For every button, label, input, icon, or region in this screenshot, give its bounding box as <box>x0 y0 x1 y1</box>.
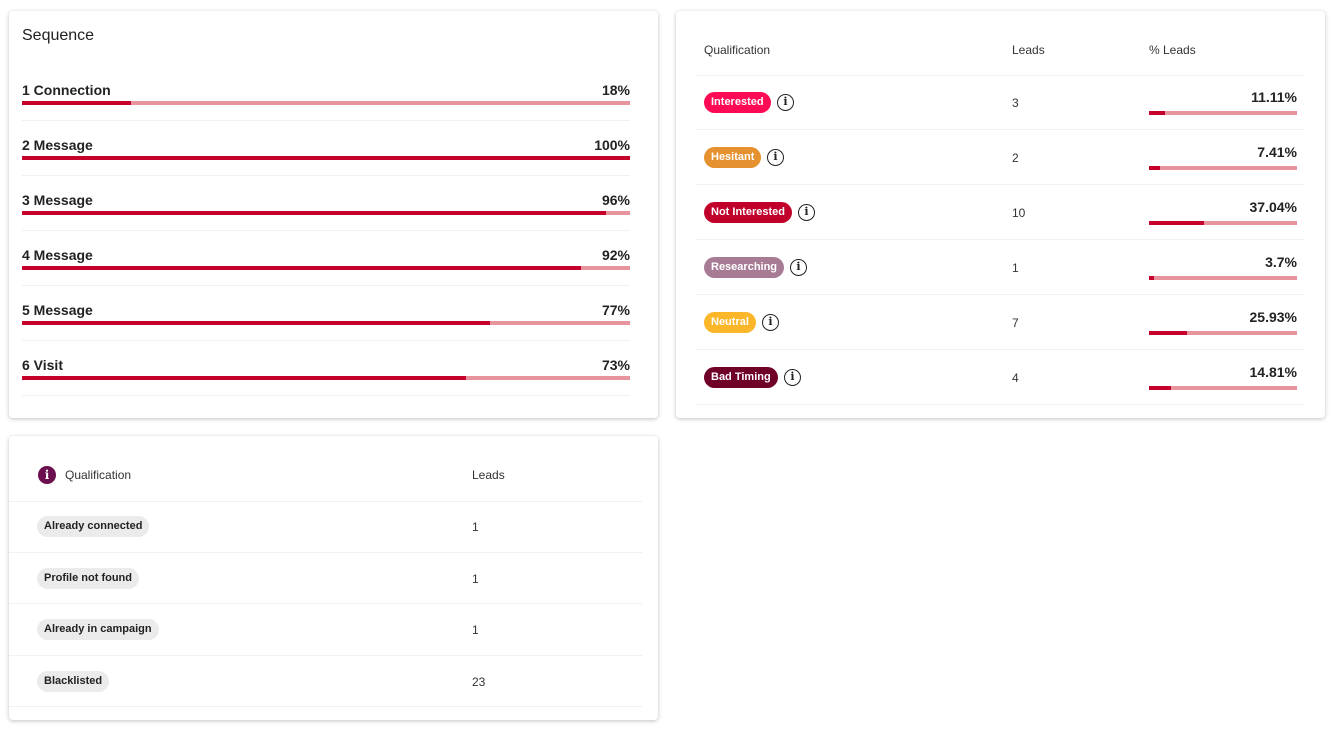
leads-count: 23 <box>472 674 486 689</box>
step-label: 1 Connection <box>22 82 111 98</box>
step-percent: 77% <box>601 302 630 318</box>
progress-fill <box>22 376 466 380</box>
header-divider <box>696 75 1305 76</box>
qualification-row: Not Interested i 10 37.04% <box>696 185 1305 240</box>
progress-fill <box>1149 221 1204 225</box>
skipped-row: Already in campaign 1 <box>9 604 642 656</box>
reason-badge: Already connected <box>37 516 150 537</box>
info-icon[interactable]: i <box>784 369 801 386</box>
progress-bar <box>1149 221 1297 225</box>
progress-bar <box>22 101 630 105</box>
header-leads: Leads <box>1012 43 1045 57</box>
info-icon[interactable]: i <box>777 94 794 111</box>
header-leads: Leads <box>472 468 505 482</box>
qualification-row: Researching i 1 3.7% <box>696 240 1305 295</box>
progress-fill <box>1149 276 1155 280</box>
step-percent: 92% <box>601 247 630 263</box>
progress-fill <box>1149 331 1188 335</box>
info-icon[interactable]: i <box>38 466 56 484</box>
sequence-card: Sequence 1 Connection 18% 2 Message 100%… <box>9 11 658 418</box>
qualification-badge: Hesitant <box>704 147 762 168</box>
progress-fill <box>1149 111 1166 115</box>
progress-fill <box>22 266 582 270</box>
reason-badge: Already in campaign <box>37 619 159 640</box>
leads-count: 2 <box>1012 151 1019 165</box>
leads-count: 4 <box>1012 371 1019 385</box>
progress-fill <box>22 211 606 215</box>
step-percent: 73% <box>601 357 630 373</box>
step-percent: 100% <box>594 137 630 153</box>
skipped-row: Blacklisted 23 <box>9 656 642 707</box>
qualification-card: Qualification Leads % Leads Interested i… <box>676 11 1325 418</box>
qualification-badge: Researching <box>704 257 785 278</box>
sequence-row: 4 Message 92% <box>22 231 630 286</box>
sequence-row: 5 Message 77% <box>22 286 630 341</box>
header-qualification: Qualification <box>65 468 132 482</box>
qualification-row: Neutral i 7 25.93% <box>696 295 1305 350</box>
progress-bar <box>1149 331 1297 335</box>
step-label: 4 Message <box>22 247 93 263</box>
qualification-badge: Neutral <box>704 312 756 333</box>
step-percent: 18% <box>601 82 630 98</box>
skipped-row: Already connected 1 <box>9 501 642 553</box>
header-divider <box>9 501 642 502</box>
percent-label: 25.93% <box>1249 309 1297 325</box>
step-label: 5 Message <box>22 302 93 318</box>
percent-label: 37.04% <box>1249 199 1297 215</box>
sequence-row: 6 Visit 73% <box>22 341 630 396</box>
skipped-row: Profile not found 1 <box>9 553 642 604</box>
progress-bar <box>1149 166 1297 170</box>
percent-label: 7.41% <box>1257 144 1297 160</box>
leads-count: 7 <box>1012 316 1019 330</box>
leads-count: 1 <box>472 623 479 637</box>
percent-label: 14.81% <box>1249 364 1297 380</box>
progress-fill <box>22 156 630 160</box>
qualification-row: Bad Timing i 4 14.81% <box>696 350 1305 405</box>
info-icon[interactable]: i <box>790 259 807 276</box>
qualification-row: Hesitant i 2 7.41% <box>696 130 1305 185</box>
progress-bar <box>1149 111 1297 115</box>
reason-badge: Profile not found <box>37 567 139 589</box>
qualification-badge: Not Interested <box>704 202 792 223</box>
progress-bar <box>22 376 630 380</box>
info-icon[interactable]: i <box>762 314 779 331</box>
reason-badge: Blacklisted <box>37 670 110 692</box>
info-icon[interactable]: i <box>798 204 815 221</box>
qualification-row: Interested i 3 11.11% <box>696 75 1305 130</box>
sequence-title: Sequence <box>22 27 95 44</box>
percent-label: 11.11% <box>1251 89 1297 105</box>
qualification-badge: Bad Timing <box>704 367 778 388</box>
step-label: 2 Message <box>22 137 93 153</box>
progress-bar <box>22 211 630 215</box>
leads-count: 3 <box>1012 96 1019 110</box>
sequence-row: 2 Message 100% <box>22 121 630 176</box>
progress-bar <box>22 266 630 270</box>
progress-fill <box>1149 166 1160 170</box>
progress-fill <box>22 321 491 325</box>
progress-fill <box>22 101 132 105</box>
step-label: 6 Visit <box>22 357 63 373</box>
progress-bar <box>1149 276 1297 280</box>
progress-bar <box>22 321 630 325</box>
step-percent: 96% <box>601 192 630 208</box>
leads-count: 10 <box>1012 206 1026 220</box>
sequence-row: 1 Connection 18% <box>22 66 630 121</box>
sequence-row: 3 Message 96% <box>22 176 630 231</box>
leads-count: 1 <box>472 571 479 586</box>
skipped-card: i Qualification Leads Already connected … <box>9 436 658 720</box>
info-icon[interactable]: i <box>767 149 784 166</box>
step-label: 3 Message <box>22 192 93 208</box>
progress-fill <box>1149 386 1171 390</box>
leads-count: 1 <box>1012 261 1019 275</box>
qualification-badge: Interested <box>704 92 771 113</box>
progress-bar <box>22 156 630 160</box>
header-pct-leads: % Leads <box>1149 43 1196 57</box>
header-qualification: Qualification <box>704 43 771 57</box>
progress-bar <box>1149 386 1297 390</box>
percent-label: 3.7% <box>1265 254 1297 270</box>
leads-count: 1 <box>472 520 479 534</box>
